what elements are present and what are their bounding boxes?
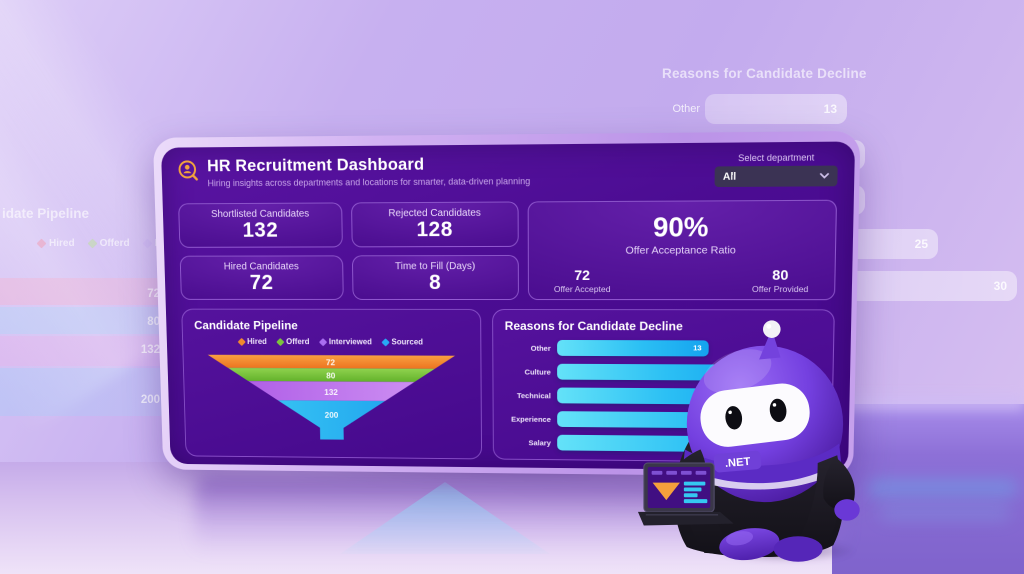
laptop-mini-bar <box>683 487 702 492</box>
bg-funnel-value: 80 <box>147 316 160 328</box>
laptop-mini-funnel <box>652 482 680 501</box>
legend-diamond-icon <box>318 337 328 346</box>
kpi-hired: Hired Candidates 72 <box>179 255 344 300</box>
mascot-band <box>682 443 842 486</box>
mascot-antenna-ball <box>763 320 781 338</box>
mascot-antenna <box>759 329 781 360</box>
funnel-segment-offerd <box>212 367 462 382</box>
floor-horizon-glow <box>832 396 1024 410</box>
kpi-value: 72 <box>249 271 274 294</box>
dotnet-bot-mascot: .NET <box>636 316 890 570</box>
kpi-rejected: Rejected Candidates 128 <box>351 201 519 248</box>
bar-label: Culture <box>524 367 551 377</box>
offer-accepted-stat: 72 Offer Accepted <box>554 267 611 294</box>
svg-text:.NET: .NET <box>724 456 751 470</box>
bg-decline-title: Reasons for Candidate Decline <box>662 66 867 81</box>
mascot-foot-right <box>773 536 823 562</box>
legend-diamond-icon <box>142 238 153 249</box>
department-filter-label: Select department <box>738 152 815 164</box>
bar-label: Technical <box>516 390 551 400</box>
legend-diamond-icon <box>36 238 47 249</box>
legend-diamond-icon <box>276 337 285 346</box>
legend-item-hired: Hired <box>237 337 267 346</box>
bg-bar-value: 13 <box>823 102 837 116</box>
legend-diamond-icon <box>381 337 390 347</box>
bg-bar-value: 25 <box>914 237 928 251</box>
bg-funnel-value: 132 <box>140 344 160 356</box>
acceptance-ratio-value: 90% <box>652 211 709 243</box>
mascot-hand-right <box>834 499 860 521</box>
page-title: HR Recruitment Dashboard <box>206 155 425 176</box>
offer-accepted-value: 72 <box>574 266 591 284</box>
mascot-antenna-glint <box>766 323 772 329</box>
candidate-pipeline-card: Candidate Pipeline Hired Offerd Intervie… <box>181 308 482 460</box>
kpi-value: 128 <box>416 217 453 242</box>
bar-reflection <box>868 480 1018 496</box>
pipeline-chart-title: Candidate Pipeline <box>193 318 298 333</box>
funnel-segment-hired <box>212 357 462 369</box>
page-subtitle: Hiring insights across departments and l… <box>207 176 531 189</box>
legend-diamond-icon <box>237 337 246 346</box>
bar-label: Salary <box>528 437 551 447</box>
bg-legend-item: Hired <box>36 238 75 249</box>
funnel-value: 80 <box>326 370 336 380</box>
dashboard-slab: HR Recruitment Dashboard Hiring insights… <box>152 130 861 478</box>
funnel-value: 72 <box>326 357 336 367</box>
mascot-highlight <box>703 349 772 394</box>
department-select[interactable]: All <box>714 165 838 188</box>
laptop <box>637 462 734 526</box>
funnel-value: 132 <box>324 386 338 396</box>
person-search-icon <box>177 159 200 182</box>
department-select-value: All <box>722 170 737 183</box>
offer-provided-label: Offer Provided <box>751 283 809 295</box>
laptop-base <box>637 511 734 526</box>
offer-acceptance-card: 90% Offer Acceptance Ratio 72 Offer Acce… <box>527 199 838 301</box>
laptop-screen <box>647 466 711 508</box>
kpi-grid: Shortlisted Candidates 132 Rejected Cand… <box>178 199 838 301</box>
bg-decline-bar: 13 <box>705 94 847 124</box>
bg-legend-item: Offerd <box>87 238 130 249</box>
mascot-visor <box>700 383 810 447</box>
bg-funnel-value: 200 <box>140 394 160 406</box>
legend-diamond-icon <box>87 238 98 249</box>
funnel-segment-sourced <box>212 399 462 441</box>
offer-accepted-label: Offer Accepted <box>553 283 611 295</box>
mascot-net-badge: .NET <box>713 450 762 473</box>
chevron-down-icon <box>820 173 830 179</box>
offer-provided-value: 80 <box>772 266 789 283</box>
mascot-band-trim <box>683 461 841 490</box>
laptop-mini-bar <box>683 499 708 504</box>
bg-funnel-value: 72 <box>147 288 160 300</box>
funnel-value: 200 <box>325 410 339 420</box>
bar-reflection <box>880 506 1010 520</box>
bar-label: Other <box>530 343 551 353</box>
kpi-shortlisted: Shortlisted Candidates 132 <box>178 202 343 248</box>
bg-decline-label-other: Other <box>672 103 700 115</box>
laptop-mini-bar <box>683 481 706 486</box>
floor-right-dark <box>832 404 1024 574</box>
acceptance-ratio-label: Offer Acceptance Ratio <box>625 244 736 257</box>
kpi-value: 8 <box>429 271 442 294</box>
kpi-value: 132 <box>242 218 279 242</box>
legend-item-interviewed: Interviewed <box>318 337 372 346</box>
kpi-time-to-fill: Time to Fill (Days) 8 <box>351 254 519 301</box>
dotnet-bot-svg: .NET <box>637 320 860 562</box>
hr-dashboard-panel: HR Recruitment Dashboard Hiring insights… <box>160 141 856 472</box>
laptop-mini-bar <box>683 493 698 498</box>
dashboard-header: HR Recruitment Dashboard Hiring insights… <box>177 152 838 197</box>
legend-item-sourced: Sourced <box>381 337 423 347</box>
offer-provided-stat: 80 Offer Provided <box>751 266 809 295</box>
bg-pipeline-title-partial: idate Pipeline <box>2 206 90 221</box>
bg-bar-value: 30 <box>993 279 1007 293</box>
mascot-arm-right <box>823 457 855 510</box>
bar-label: Experience <box>511 414 551 424</box>
legend-item-offerd: Offerd <box>276 337 310 346</box>
funnel-chart: 72 80 132 200 <box>212 357 462 441</box>
